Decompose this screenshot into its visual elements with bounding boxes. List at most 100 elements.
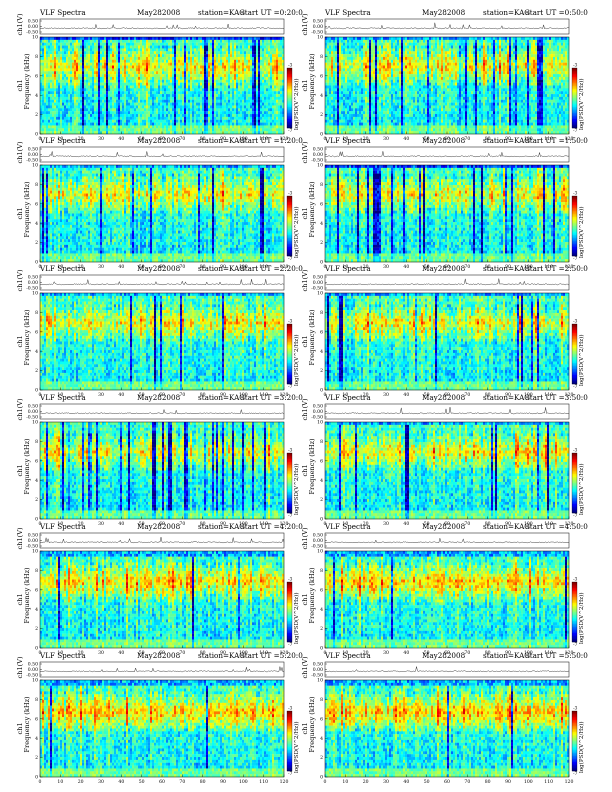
spectrogram-cell — [216, 116, 219, 120]
spectrogram-cell — [511, 42, 514, 46]
spectrogram-cell — [248, 119, 251, 123]
spectrogram-cell — [66, 51, 69, 55]
spectrogram-cell — [50, 91, 53, 95]
spectrogram-cell — [252, 71, 255, 75]
spectrogram-cell — [190, 68, 193, 72]
spectrogram-cell — [184, 59, 187, 63]
spectrogram-cell — [429, 45, 432, 49]
spectrogram-cell — [56, 42, 59, 46]
spectrogram-cell — [240, 42, 243, 46]
spectrogram-cell — [270, 56, 273, 60]
spectrogram-cell — [92, 59, 95, 63]
spectrogram-cell — [142, 125, 145, 129]
spectrogram-cell — [166, 108, 169, 112]
spectrogram-cell — [212, 116, 215, 120]
colorbar-swatch — [287, 113, 292, 115]
spectrogram-cell — [128, 39, 131, 43]
spectrogram-cell — [218, 114, 221, 118]
spectrogram-cell — [154, 116, 157, 120]
spectrogram-cell — [543, 48, 546, 52]
spectrogram-cell — [208, 56, 211, 60]
spectrogram-cell — [335, 39, 338, 43]
spectrogram-cell — [246, 85, 249, 89]
spectrogram-cell — [431, 51, 434, 55]
spectrogram-cell — [206, 119, 209, 123]
spectrogram-cell — [407, 51, 410, 55]
spectrogram-cell — [178, 68, 181, 72]
spectrogram-cell — [78, 99, 81, 103]
spectrogram-cell — [272, 62, 275, 66]
spectrogram-cell — [72, 45, 75, 49]
spectrogram-cell — [403, 48, 406, 52]
spectrogram-cell — [262, 128, 265, 132]
spectrogram-cell — [88, 114, 91, 118]
spectrogram-cell — [178, 88, 181, 92]
spectrogram-cell — [152, 79, 155, 83]
spectrogram-cell — [186, 111, 189, 115]
spectrogram-cell — [515, 39, 518, 43]
spectrogram-cell — [401, 51, 404, 55]
spectrogram-cell — [126, 108, 129, 112]
spectrogram-cell — [232, 119, 235, 123]
spectrogram-cell — [240, 122, 243, 126]
spectrogram-cell — [152, 116, 155, 120]
spectrogram-cell — [543, 51, 546, 55]
spectrogram-cell — [439, 45, 442, 49]
spectrogram-cell — [230, 56, 233, 60]
spectrogram-cell — [545, 42, 548, 46]
spectrogram-cell — [68, 91, 71, 95]
spectrogram-cell — [451, 45, 454, 49]
spectrogram-cell — [509, 48, 512, 52]
spectrogram-cell — [124, 116, 127, 120]
spectrogram-cell — [144, 99, 147, 103]
spectrogram-cell — [146, 42, 149, 46]
spectrogram-cell — [222, 68, 225, 72]
spectrogram-cell — [210, 48, 213, 52]
spectrogram-cell — [216, 54, 219, 58]
spectrogram-cell — [94, 85, 97, 89]
spectrogram-cell — [190, 37, 193, 40]
spectrogram-cell — [451, 37, 454, 40]
spectrogram-cell — [379, 42, 382, 46]
spectrogram-cell — [54, 122, 57, 126]
spectrogram-cell — [206, 85, 209, 89]
spectrogram-cell — [116, 108, 119, 112]
spectrogram-cell — [268, 102, 271, 106]
spectrogram-cell — [268, 105, 271, 109]
colorbar-swatch — [287, 117, 292, 120]
spectrogram-cell — [220, 125, 223, 129]
spectrogram-cell — [337, 39, 340, 43]
spectrogram-cell — [94, 42, 97, 46]
spectrogram-cell — [230, 39, 233, 43]
spectrogram-cell — [190, 51, 193, 55]
spectrogram-cell — [184, 42, 187, 46]
spectrogram-cell — [156, 42, 159, 46]
spectrogram-cell — [200, 54, 203, 58]
spectrogram-cell — [156, 79, 159, 83]
spectrogram-cell — [347, 51, 350, 55]
spectrogram-cell — [42, 76, 45, 80]
spectrogram-cell — [176, 116, 179, 120]
spectrogram-cell — [258, 71, 261, 75]
spectrogram-cell — [52, 94, 55, 98]
spectrogram-cell — [363, 42, 366, 46]
spectrogram-cell — [495, 42, 498, 46]
spectrogram-cell — [250, 105, 253, 109]
spectrogram-cell — [254, 82, 257, 86]
spectrogram-cell — [475, 39, 478, 43]
spectrogram-cell — [160, 42, 163, 46]
spectrogram-cell — [218, 125, 221, 129]
spectrogram-cell — [196, 102, 199, 106]
spectrogram-cell — [242, 39, 245, 43]
spectrogram-cell — [527, 39, 530, 43]
spectrogram-cell — [214, 82, 217, 86]
spectrogram-cell — [182, 56, 185, 60]
spectrogram-cell — [58, 59, 61, 63]
spectrogram-cell — [112, 122, 115, 126]
spectrogram-cell — [138, 48, 141, 52]
spectrogram-cell — [204, 74, 207, 78]
spectrogram-cell — [254, 56, 257, 60]
spectrogram-cell — [48, 48, 51, 52]
spectrogram-cell — [172, 116, 175, 120]
spectrogram-cell — [525, 51, 528, 55]
